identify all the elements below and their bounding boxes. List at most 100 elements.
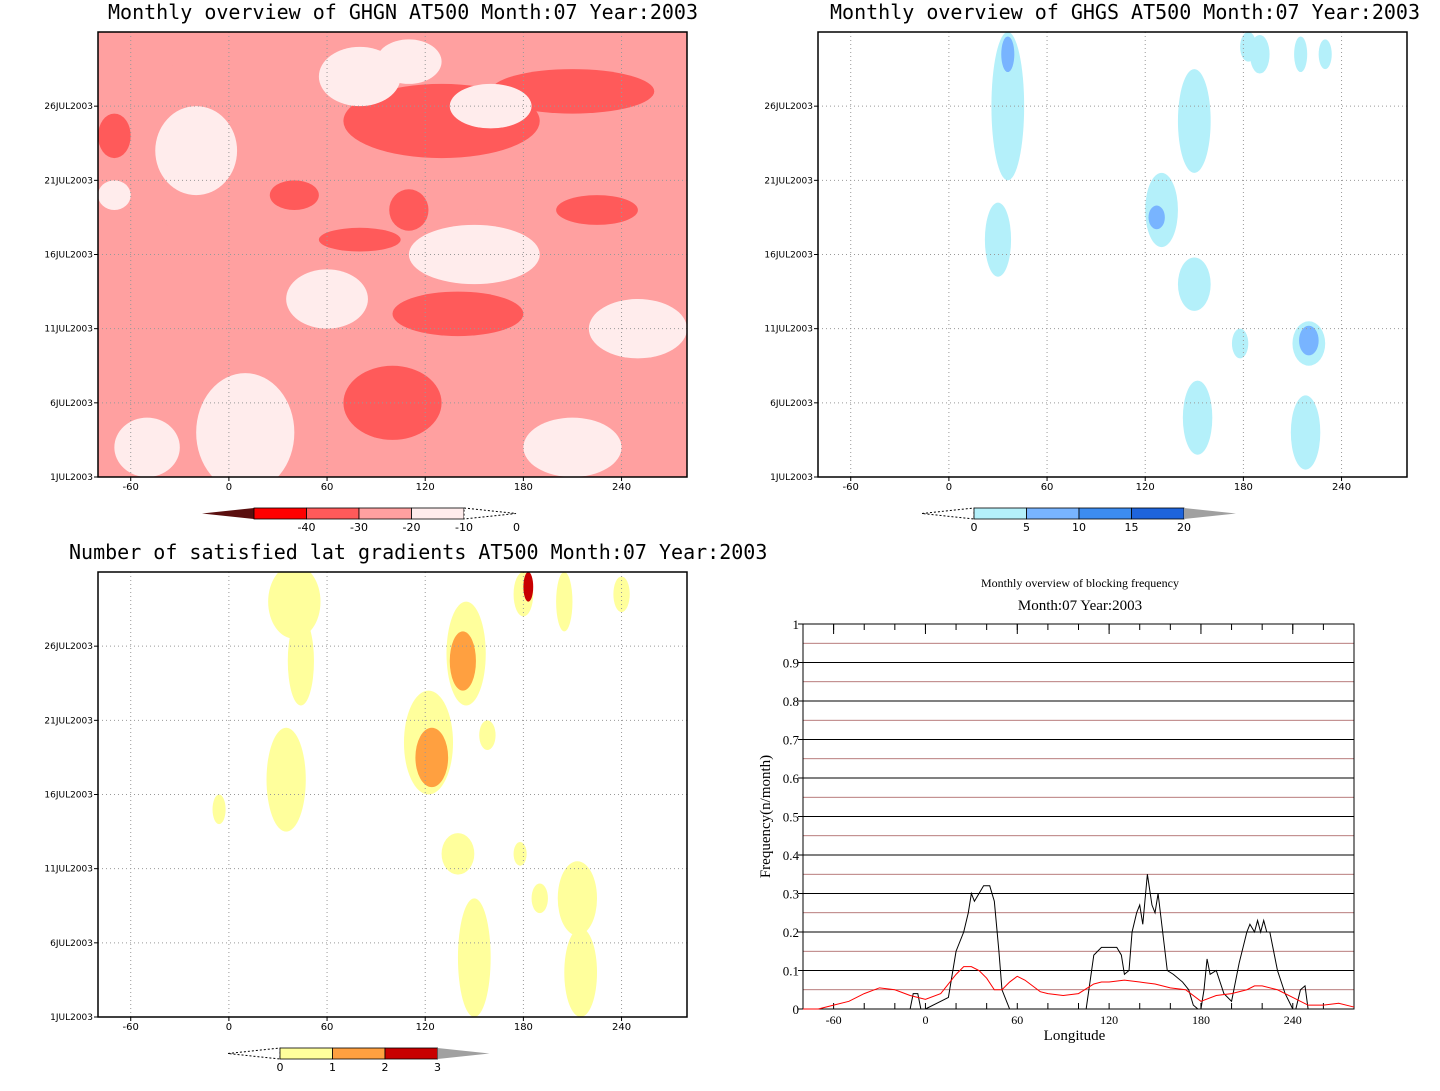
series-line bbox=[810, 874, 1351, 1010]
contour-region bbox=[1231, 328, 1249, 359]
y-tick-label: 0.7 bbox=[783, 733, 800, 748]
colorbar-triangle bbox=[437, 1048, 490, 1059]
contour-region bbox=[479, 720, 496, 750]
contour-region bbox=[266, 727, 306, 832]
contour-region bbox=[523, 572, 534, 602]
colorbar-swatch bbox=[1131, 507, 1185, 520]
contour-region bbox=[531, 883, 548, 914]
chart-title: Monthly overview of GHGS AT500 Month:07 … bbox=[830, 0, 1421, 24]
colorbar-swatch bbox=[973, 507, 1027, 520]
y-tick-label: 0.3 bbox=[783, 887, 799, 902]
x-tick-label: 0 bbox=[922, 1013, 928, 1027]
colorbar-tick-label: 2 bbox=[382, 1061, 389, 1074]
y-tick-label: 21JUL2003 bbox=[764, 176, 813, 186]
contour-region bbox=[441, 833, 475, 875]
y-tick-label: 16JUL2003 bbox=[44, 791, 93, 801]
y-tick-label: 0.1 bbox=[783, 964, 799, 979]
contour-region bbox=[269, 180, 319, 211]
x-tick-label: 0 bbox=[226, 482, 232, 493]
y-axis-label: Frequency(n/month) bbox=[758, 755, 774, 878]
y-tick-label: 0 bbox=[793, 1002, 800, 1017]
x-tick-label: 0 bbox=[946, 482, 952, 493]
colorbar-tick-label: -40 bbox=[298, 521, 316, 534]
colorbar-tick-label: -20 bbox=[403, 521, 421, 534]
colorbar-tick-label: 10 bbox=[1072, 521, 1086, 534]
colorbar-swatch bbox=[1078, 507, 1132, 520]
y-tick-label: 1 bbox=[793, 617, 800, 632]
colorbar-tick-label: 0 bbox=[971, 521, 978, 534]
colorbar-tick-label: -30 bbox=[350, 521, 368, 534]
contour-region bbox=[1177, 257, 1211, 311]
series-line bbox=[803, 966, 1355, 1010]
contour-fill-group bbox=[212, 572, 630, 1017]
blocking-frequency-panel: Monthly overview of blocking frequency M… bbox=[720, 540, 1440, 1091]
contour-region bbox=[1318, 39, 1332, 70]
x-tick-label: 240 bbox=[612, 482, 631, 493]
x-tick-label: 0 bbox=[226, 1022, 232, 1033]
chart-title: Monthly overview of blocking frequency bbox=[981, 576, 1179, 590]
x-tick-label: 60 bbox=[321, 1022, 334, 1033]
colorbar-tick-label: 0 bbox=[277, 1061, 284, 1074]
chart-subtitle: Month:07 Year:2003 bbox=[1017, 598, 1143, 614]
colorbar-swatch bbox=[384, 1047, 438, 1060]
colorbar-triangle bbox=[463, 507, 517, 520]
x-tick-label: 120 bbox=[1100, 1013, 1118, 1027]
x-tick-label: 240 bbox=[1284, 1013, 1302, 1027]
y-tick-label: 21JUL2003 bbox=[44, 716, 93, 726]
y-tick-label: 0.8 bbox=[783, 694, 799, 709]
contour-region bbox=[98, 180, 131, 211]
x-tick-label: 240 bbox=[612, 1022, 631, 1033]
contour-region bbox=[318, 227, 401, 252]
y-tick-label: 6JUL2003 bbox=[50, 399, 93, 409]
contour-region bbox=[991, 32, 1025, 181]
blocking-frequency-line-chart: 0 0.1 0.2 0.3 0.4 0.5 0.6 0.7 0.8 0.9 1 -60 0 60 120 18… bbox=[758, 617, 1355, 1044]
x-tick-label: -60 bbox=[123, 482, 139, 493]
y-tick-label: 11JUL2003 bbox=[44, 865, 93, 875]
contour-region bbox=[1148, 205, 1165, 230]
y-tick-label: 1JUL2003 bbox=[50, 1013, 93, 1023]
y-tick-label: 1JUL2003 bbox=[50, 473, 93, 483]
chart-title: Monthly overview of GHGN AT500 Month:07 … bbox=[108, 0, 699, 24]
x-tick-label: 120 bbox=[1136, 482, 1155, 493]
colorbar-triangle bbox=[1184, 508, 1236, 519]
x-tick-label: 120 bbox=[416, 1022, 435, 1033]
colorbar-swatch bbox=[306, 507, 360, 520]
contour-region bbox=[212, 794, 226, 825]
contour-region bbox=[490, 69, 655, 114]
x-tick-label: 240 bbox=[1332, 482, 1351, 493]
plot-frame bbox=[97, 571, 688, 1018]
contour-region bbox=[286, 269, 368, 329]
y-tick-label: 26JUL2003 bbox=[44, 642, 93, 652]
colorbar-swatch bbox=[358, 507, 412, 520]
contour-region bbox=[114, 417, 180, 477]
y-tick-label: 11JUL2003 bbox=[764, 325, 813, 335]
contour-region bbox=[98, 113, 131, 159]
contour-region bbox=[984, 202, 1012, 277]
colorbar-tick-label: 5 bbox=[1023, 521, 1030, 534]
x-tick-label: -60 bbox=[843, 482, 859, 493]
x-tick-label: 60 bbox=[1041, 482, 1054, 493]
y-tick-label: 11JUL2003 bbox=[44, 325, 93, 335]
contour-region bbox=[1182, 380, 1213, 455]
colorbar-swatch bbox=[279, 1047, 333, 1060]
contour-region bbox=[564, 928, 598, 1017]
contour-region bbox=[287, 616, 314, 706]
colorbar-tick-label: 20 bbox=[1177, 521, 1191, 534]
y-tick-label: 6JUL2003 bbox=[50, 939, 93, 949]
contour-region bbox=[1290, 395, 1321, 470]
y-tick-label: 0.5 bbox=[783, 810, 799, 825]
y-tick-label: 6JUL2003 bbox=[770, 399, 813, 409]
contour-region bbox=[155, 106, 238, 196]
ghgn-panel: Monthly overview of GHGN AT500 Month:07 … bbox=[0, 0, 720, 545]
contour-fill-group bbox=[984, 32, 1332, 470]
contour-region bbox=[318, 46, 401, 107]
contour-region bbox=[556, 572, 573, 632]
y-tick-label: 0.2 bbox=[783, 925, 799, 940]
plot-frame bbox=[97, 31, 688, 478]
x-tick-label: -60 bbox=[123, 1022, 139, 1033]
colorbar-tick-label: 1 bbox=[329, 1061, 336, 1074]
contour-region bbox=[1294, 36, 1308, 73]
contour-region bbox=[392, 291, 524, 337]
contour-region bbox=[613, 576, 630, 613]
contour-region bbox=[389, 189, 429, 231]
